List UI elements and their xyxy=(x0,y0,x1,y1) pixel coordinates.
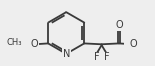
Text: F: F xyxy=(94,52,99,62)
Text: O: O xyxy=(31,39,38,49)
Text: CH₃: CH₃ xyxy=(7,38,22,47)
Text: O: O xyxy=(115,20,123,30)
Text: O: O xyxy=(130,39,137,49)
Text: F: F xyxy=(104,52,110,62)
Text: N: N xyxy=(62,49,70,59)
